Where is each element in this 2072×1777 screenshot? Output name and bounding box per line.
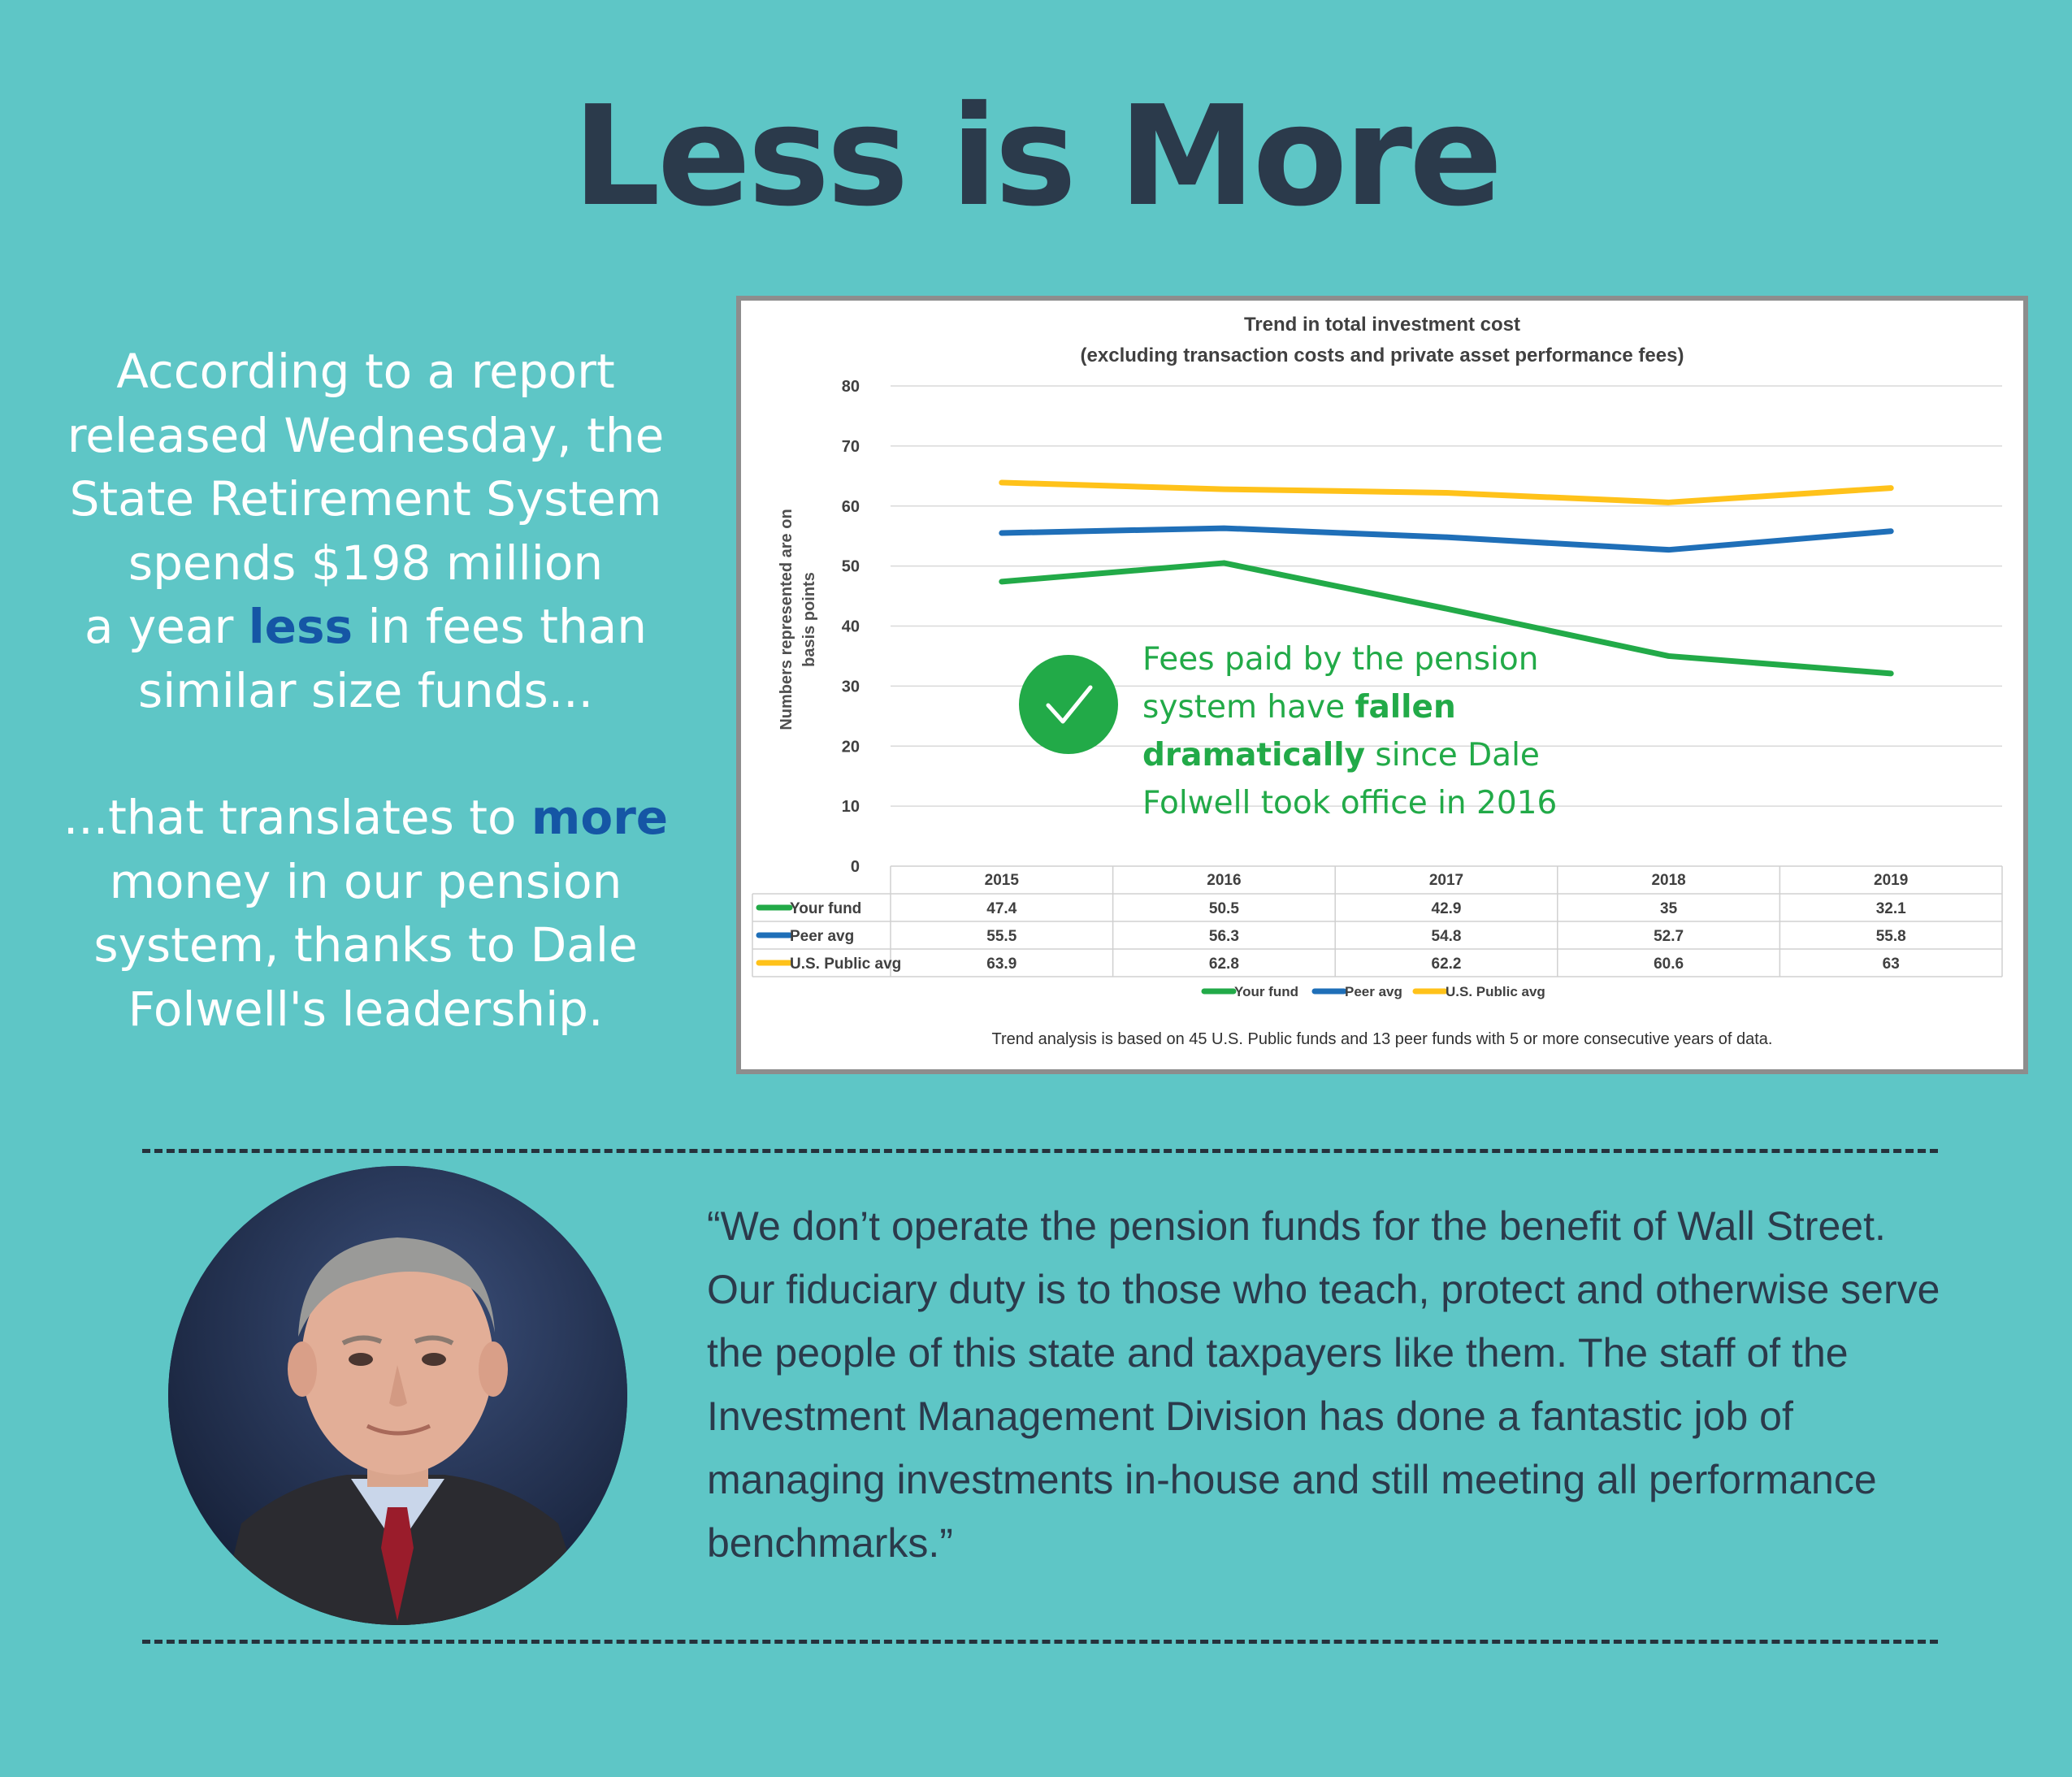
annotation-text-part: system have <box>1142 689 1355 726</box>
y-tick-label: 50 <box>842 558 860 576</box>
line-chart: 0 10 20 30 40 50 60 70 80 Numbers represented are… <box>752 378 2003 999</box>
intro-line: State Retirement System <box>69 471 662 527</box>
data-label: 42.9 <box>1432 900 1462 917</box>
annotation-emphasis: fallen <box>1355 689 1456 726</box>
annotation-emphasis: dramatically <box>1142 737 1366 774</box>
x-tick-label: 2018 <box>1651 872 1685 889</box>
top-divider <box>142 1149 1938 1153</box>
data-label: 52.7 <box>1654 928 1684 945</box>
legend-label: Your fund <box>1234 984 1298 999</box>
data-label: 55.8 <box>1876 928 1906 945</box>
chart-title: Trend in total investment cost <box>1243 314 1521 336</box>
intro-text-part: in fees than <box>353 599 648 654</box>
checkmark-icon <box>1019 655 1118 754</box>
chart-annotation: Fees paid by the pension system have fal… <box>1142 635 1597 827</box>
intro-text: According to a report released Wednesday… <box>24 340 707 1041</box>
intro-text-part: a year <box>84 599 249 654</box>
data-label: 35 <box>1660 900 1678 917</box>
y-axis-label: basis points <box>800 572 818 667</box>
page-title: Less is More <box>572 76 1503 237</box>
data-label: 62.2 <box>1432 956 1462 973</box>
intro-line: similar size funds... <box>137 662 594 718</box>
annotation-line: Folwell took office in 2016 <box>1142 785 1558 821</box>
series-line <box>999 479 1894 505</box>
chart-footnote: Trend analysis is based on 45 U.S. Publi… <box>991 1030 1773 1048</box>
x-tick-label: 2017 <box>1429 872 1463 889</box>
data-label: 54.8 <box>1432 928 1462 945</box>
intro-line: ...that translates to more <box>24 786 707 850</box>
data-label: 56.3 <box>1209 928 1239 945</box>
y-tick-label: 70 <box>842 438 860 456</box>
quote-text: “We don’t operate the pension funds for … <box>707 1203 1940 1566</box>
y-axis-label: Numbers represented are on <box>778 509 795 730</box>
table-series-name: Peer avg <box>790 928 854 945</box>
intro-line: spends $198 million <box>128 535 604 591</box>
annotation-line: dramatically since Dale <box>1142 731 1597 779</box>
annotation-text-part: since Dale <box>1365 737 1540 774</box>
highlight-more: more <box>531 790 669 845</box>
y-tick-label: 40 <box>842 618 860 636</box>
table-series-name: U.S. Public avg <box>790 956 901 973</box>
x-tick-label: 2015 <box>985 872 1020 889</box>
legend-label: U.S. Public avg <box>1446 984 1545 999</box>
portrait-photo <box>168 1166 627 1625</box>
y-tick-label: 20 <box>842 738 860 756</box>
data-label: 62.8 <box>1209 956 1239 973</box>
intro-line: system, thanks to Dale <box>93 917 638 973</box>
intro-line: Folwell's leadership. <box>128 981 604 1037</box>
intro-text-part: ...that translates to <box>63 790 531 845</box>
annotation-line: system have fallen <box>1142 683 1597 731</box>
bottom-divider <box>142 1640 1938 1644</box>
y-tick-label: 0 <box>851 858 860 876</box>
intro-line: a year less in fees than <box>24 595 707 659</box>
highlight-less: less <box>248 599 353 654</box>
data-label: 47.4 <box>986 900 1016 917</box>
series-line <box>999 525 1894 553</box>
intro-line: According to a report <box>116 344 615 399</box>
data-label: 63.9 <box>986 956 1016 973</box>
intro-line: money in our pension <box>109 853 622 909</box>
data-label: 55.5 <box>986 928 1016 945</box>
data-label: 50.5 <box>1209 900 1239 917</box>
intro-line: released Wednesday, the <box>67 407 665 463</box>
data-label: 63 <box>1883 956 1900 973</box>
table-series-name: Your fund <box>790 900 861 917</box>
legend-label: Peer avg <box>1345 984 1402 999</box>
y-tick-label: 10 <box>842 798 860 816</box>
x-tick-label: 2019 <box>1874 872 1908 889</box>
x-tick-label: 2016 <box>1207 872 1241 889</box>
data-label: 60.6 <box>1654 956 1684 973</box>
chart-subtitle: (excluding transaction costs and private… <box>1080 345 1684 366</box>
annotation-line: Fees paid by the pension <box>1142 641 1539 678</box>
y-tick-label: 60 <box>842 498 860 516</box>
series-line <box>999 560 1894 677</box>
y-tick-label: 30 <box>842 678 860 696</box>
y-tick-label: 80 <box>842 378 860 396</box>
chart-panel: Trend in total investment cost (excludin… <box>736 296 2028 1074</box>
data-label: 32.1 <box>1876 900 1906 917</box>
